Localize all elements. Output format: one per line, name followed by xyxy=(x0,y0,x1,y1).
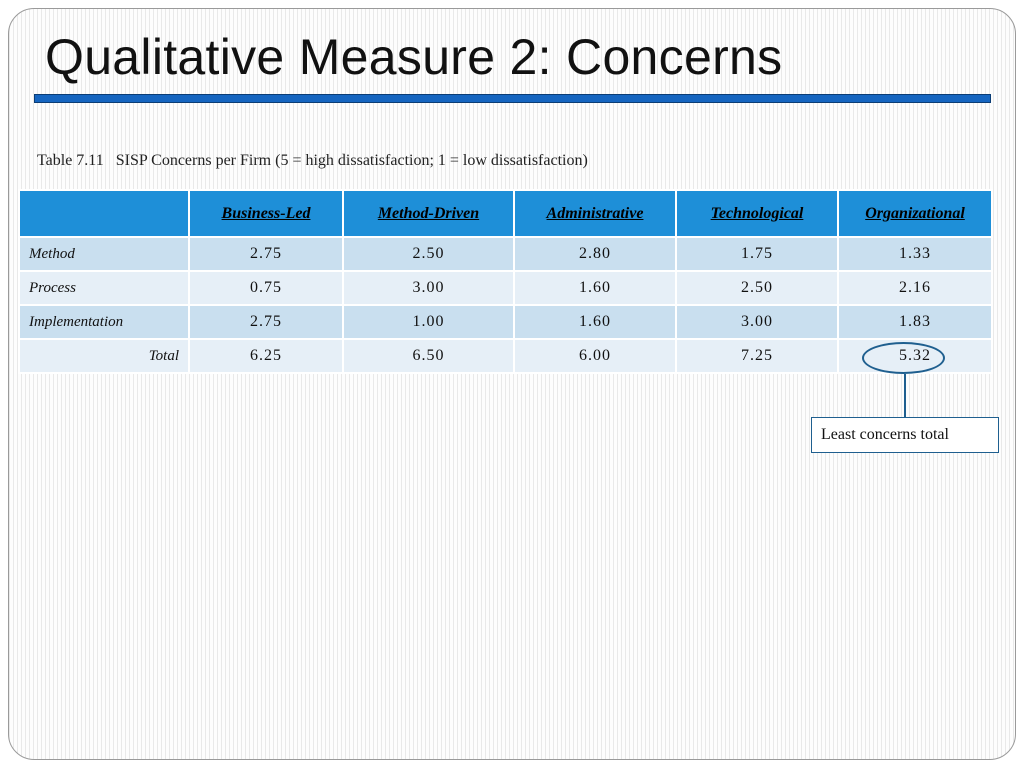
header-corner-cell xyxy=(18,189,190,238)
table-cell: 2.75 xyxy=(188,304,344,340)
slide-title: Qualitative Measure 2: Concerns xyxy=(45,29,783,85)
table-cell: 1.75 xyxy=(675,236,839,272)
slide: Qualitative Measure 2: Concerns Table 7.… xyxy=(8,8,1016,760)
table-cell: 6.00 xyxy=(513,338,677,374)
table-cell: 1.60 xyxy=(513,304,677,340)
table-row: Method 2.75 2.50 2.80 1.75 1.33 xyxy=(18,236,993,272)
table-caption: Table 7.11 SISP Concerns per Firm (5 = h… xyxy=(37,152,588,169)
callout-box: Least concerns total xyxy=(811,417,999,453)
table-header-row: Business-Led Method-Driven Administrativ… xyxy=(18,189,993,238)
header-technological: Technological xyxy=(675,189,839,238)
table-row-total: Total 6.25 6.50 6.00 7.25 5.32 xyxy=(18,338,993,374)
table-cell: 1.60 xyxy=(513,270,677,306)
table-cell: 2.75 xyxy=(188,236,344,272)
row-label-method: Method xyxy=(18,236,190,272)
header-method-driven: Method-Driven xyxy=(342,189,515,238)
header-business-led: Business-Led xyxy=(188,189,344,238)
row-label-implementation: Implementation xyxy=(18,304,190,340)
table-cell: 6.50 xyxy=(342,338,515,374)
table-cell: 3.00 xyxy=(342,270,515,306)
concerns-table: Business-Led Method-Driven Administrativ… xyxy=(18,189,993,374)
table-row: Implementation 2.75 1.00 1.60 3.00 1.83 xyxy=(18,304,993,340)
table-cell: 2.50 xyxy=(675,270,839,306)
header-administrative: Administrative xyxy=(513,189,677,238)
table-cell: 2.50 xyxy=(342,236,515,272)
table-cell: 1.00 xyxy=(342,304,515,340)
row-label-total: Total xyxy=(18,338,190,374)
table-cell: 7.25 xyxy=(675,338,839,374)
table-cell: 0.75 xyxy=(188,270,344,306)
table-row: Process 0.75 3.00 1.60 2.50 2.16 xyxy=(18,270,993,306)
highlight-ellipse xyxy=(862,342,945,374)
row-label-process: Process xyxy=(18,270,190,306)
table-cell: 1.33 xyxy=(837,236,993,272)
table-cell: 6.25 xyxy=(188,338,344,374)
callout-connector-line xyxy=(904,374,906,417)
table-cell: 2.16 xyxy=(837,270,993,306)
header-organizational: Organizational xyxy=(837,189,993,238)
table-cell: 2.80 xyxy=(513,236,677,272)
table-cell: 3.00 xyxy=(675,304,839,340)
table-cell: 1.83 xyxy=(837,304,993,340)
title-underline-bar xyxy=(34,94,991,103)
